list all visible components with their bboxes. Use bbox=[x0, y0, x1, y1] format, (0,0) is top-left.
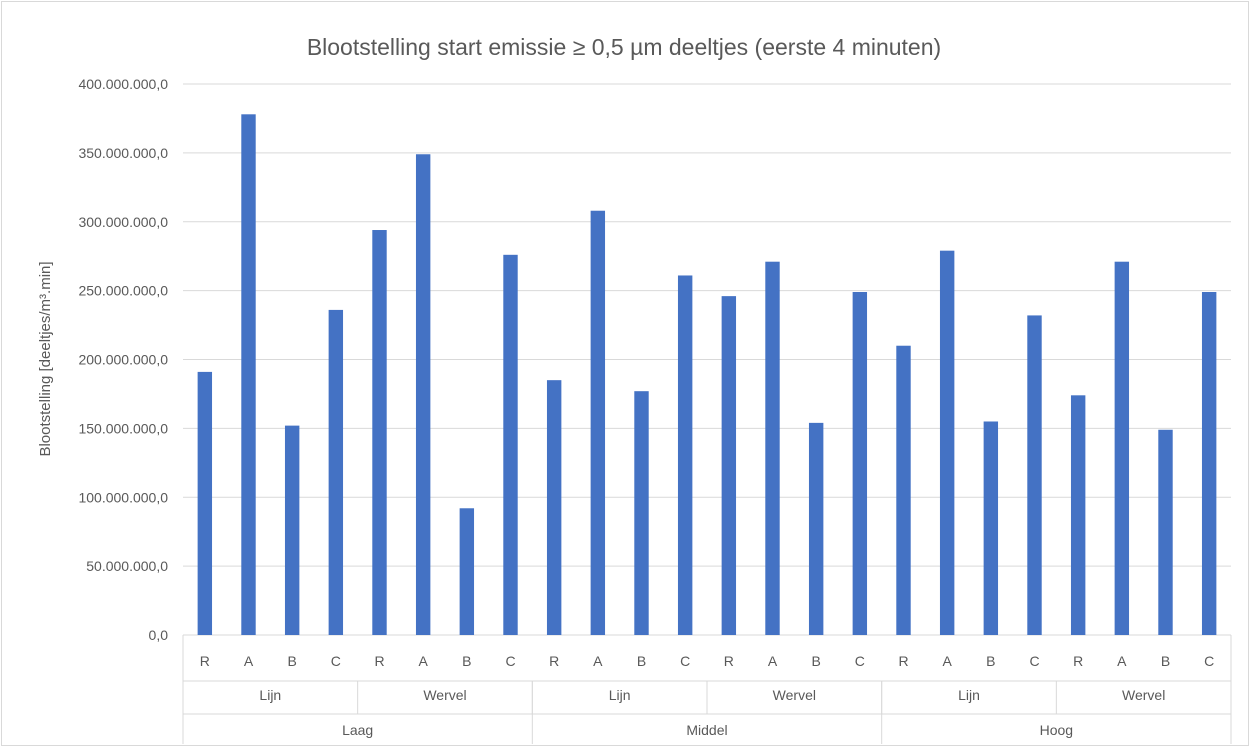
x-tick-label: C bbox=[1029, 653, 1039, 669]
gridlines bbox=[183, 83, 1231, 636]
group-label: Middel bbox=[686, 722, 727, 738]
x-tick-label: B bbox=[287, 653, 296, 669]
x-tick-label: B bbox=[462, 653, 471, 669]
x-tick-label: R bbox=[1073, 653, 1083, 669]
x-tick-label: C bbox=[855, 653, 865, 669]
x-tick-label: R bbox=[898, 653, 908, 669]
bar bbox=[1158, 429, 1173, 635]
y-tick-label: 300.000.000,0 bbox=[78, 214, 168, 230]
x-tick-label: C bbox=[680, 653, 690, 669]
bar bbox=[721, 296, 737, 635]
y-tick-label: 100.000.000,0 bbox=[78, 489, 168, 505]
group-label: Laag bbox=[342, 722, 373, 738]
x-tick-label: B bbox=[637, 653, 646, 669]
x-tick-label: B bbox=[811, 653, 820, 669]
x-tick-label: A bbox=[593, 653, 603, 669]
bar bbox=[765, 261, 780, 635]
y-tick-label: 150.000.000,0 bbox=[78, 420, 168, 436]
bar bbox=[808, 422, 824, 635]
x-tick-label: B bbox=[1161, 653, 1170, 669]
x-tick-label: A bbox=[768, 653, 778, 669]
bar bbox=[372, 230, 387, 635]
bar bbox=[546, 380, 562, 635]
x-axis: R A B C R A B C R A B C R A B C R A B C R A B C Lijn Wervel Laag Li… bbox=[182, 635, 1232, 744]
bar bbox=[1201, 292, 1217, 635]
chart-title: Blootstelling start emissie ≥ 0,5 µm dee… bbox=[307, 34, 941, 60]
y-axis-label: Blootstelling [deeltjes/m³.min] bbox=[37, 261, 54, 456]
bar bbox=[852, 292, 868, 635]
subgroup-label: Lijn bbox=[609, 687, 631, 703]
x-tick-label: A bbox=[1117, 653, 1127, 669]
x-tick-label: A bbox=[418, 653, 428, 669]
bar bbox=[634, 391, 649, 635]
y-axis-ticks: 0,0 50.000.000,0 100.000.000,0 150.000.000,… bbox=[78, 76, 168, 643]
subgroup-label: Lijn bbox=[259, 687, 281, 703]
bars bbox=[197, 114, 1217, 636]
y-tick-label: 0,0 bbox=[149, 627, 169, 643]
bar bbox=[328, 309, 344, 635]
bar bbox=[896, 345, 911, 635]
y-tick-label: 200.000.000,0 bbox=[78, 352, 168, 368]
y-tick-label: 50.000.000,0 bbox=[86, 558, 168, 574]
bar bbox=[590, 210, 606, 636]
bar bbox=[983, 421, 999, 635]
subgroup-label: Wervel bbox=[1122, 687, 1165, 703]
x-tick-label: B bbox=[986, 653, 995, 669]
bar bbox=[677, 275, 693, 635]
x-tick-label: A bbox=[244, 653, 254, 669]
x-tick-label: C bbox=[505, 653, 515, 669]
y-tick-label: 250.000.000,0 bbox=[78, 283, 168, 299]
bar bbox=[197, 371, 213, 635]
x-tick-label: C bbox=[331, 653, 341, 669]
bar bbox=[284, 425, 300, 635]
bar bbox=[503, 254, 518, 635]
group-label: Hoog bbox=[1040, 722, 1073, 738]
bar bbox=[1027, 315, 1042, 635]
subgroup-label: Lijn bbox=[958, 687, 980, 703]
x-tick-label: A bbox=[942, 653, 952, 669]
y-tick-label: 400.000.000,0 bbox=[78, 76, 168, 92]
x-tick-label: C bbox=[1204, 653, 1214, 669]
bar bbox=[459, 508, 475, 635]
subgroup-label: Wervel bbox=[423, 687, 466, 703]
bar bbox=[1070, 395, 1086, 635]
bar bbox=[415, 154, 431, 635]
subgroup-label: Wervel bbox=[773, 687, 816, 703]
y-tick-label: 350.000.000,0 bbox=[78, 145, 168, 161]
x-tick-label: R bbox=[724, 653, 734, 669]
x-tick-label: R bbox=[374, 653, 384, 669]
x-tick-label: R bbox=[200, 653, 210, 669]
bar bbox=[1114, 261, 1130, 635]
x-tick-label: R bbox=[549, 653, 559, 669]
bar bbox=[241, 114, 256, 636]
bar bbox=[939, 250, 955, 636]
